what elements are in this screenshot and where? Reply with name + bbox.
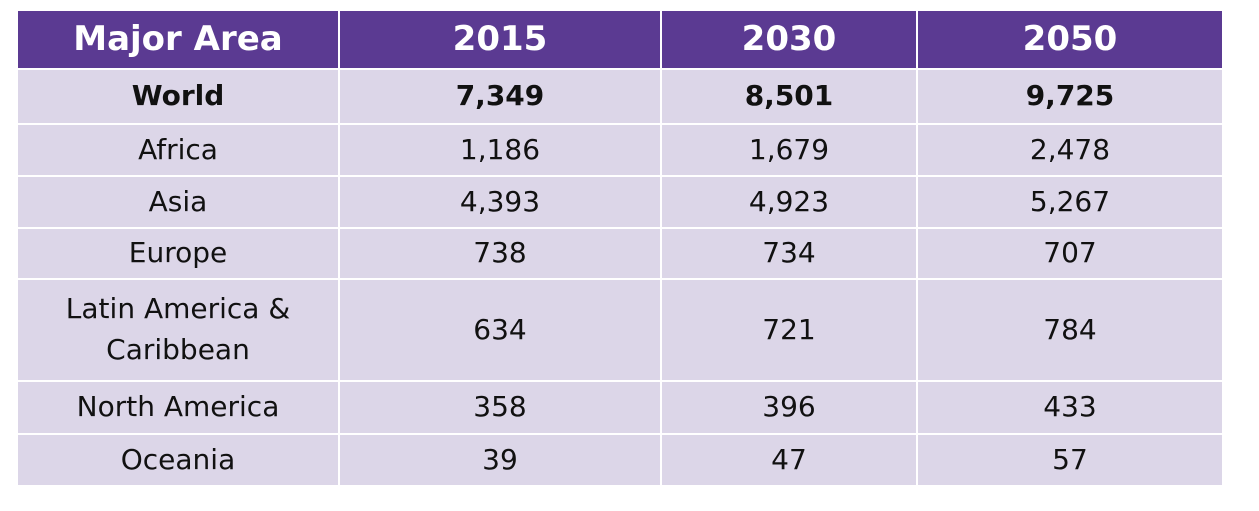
value-cell: 396 [660,380,918,435]
value-cell: 358 [338,380,662,435]
header-cell: 2050 [916,9,1224,70]
header-cell: 2015 [338,9,662,70]
table-body: World 7,349 8,501 9,725 Africa 1,186 1,679 2,47… [16,68,1224,487]
area-cell: Europe [16,227,340,280]
area-cell: Asia [16,175,340,229]
area-cell: Latin America & Caribbean [16,278,340,382]
header-row: Major Area 2015 2030 2050 [16,9,1224,70]
value-cell: 433 [916,380,1224,435]
header-cell: 2030 [660,9,918,70]
table-row: Asia 4,393 4,923 5,267 [16,175,1224,229]
value-cell: 734 [660,227,918,280]
value-cell: 9,725 [916,68,1224,125]
table-row: Europe 738 734 707 [16,227,1224,280]
table-row: North America 358 396 433 [16,380,1224,435]
value-cell: 7,349 [338,68,662,125]
value-cell: 1,186 [338,123,662,177]
value-cell: 1,679 [660,123,918,177]
value-cell: 57 [916,433,1224,487]
value-cell: 634 [338,278,662,382]
value-cell: 47 [660,433,918,487]
area-cell: World [16,68,340,125]
value-cell: 39 [338,433,662,487]
value-cell: 738 [338,227,662,280]
value-cell: 4,393 [338,175,662,229]
table-row: Africa 1,186 1,679 2,478 [16,123,1224,177]
header-cell: Major Area [16,9,340,70]
area-cell: Oceania [16,433,340,487]
value-cell: 721 [660,278,918,382]
table-row: Oceania 39 47 57 [16,433,1224,487]
value-cell: 784 [916,278,1224,382]
value-cell: 8,501 [660,68,918,125]
table-row: World 7,349 8,501 9,725 [16,68,1224,125]
area-cell: North America [16,380,340,435]
population-table: Major Area 2015 2030 2050 World 7,349 8,501 9,… [16,9,1224,487]
table-container: Major Area 2015 2030 2050 World 7,349 8,501 9,… [16,9,1224,487]
value-cell: 707 [916,227,1224,280]
value-cell: 2,478 [916,123,1224,177]
area-cell: Africa [16,123,340,177]
table-row: Latin America & Caribbean 634 721 784 [16,278,1224,382]
value-cell: 4,923 [660,175,918,229]
value-cell: 5,267 [916,175,1224,229]
